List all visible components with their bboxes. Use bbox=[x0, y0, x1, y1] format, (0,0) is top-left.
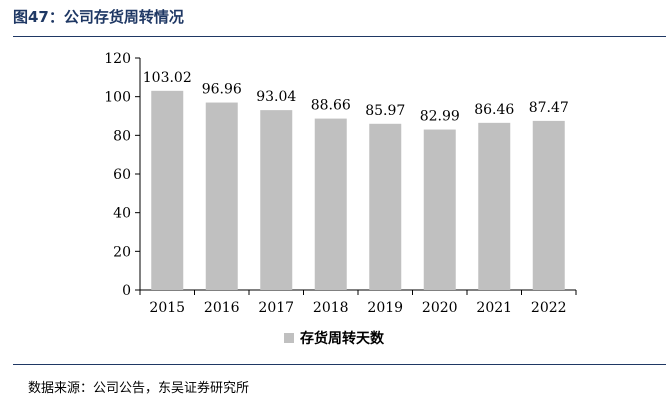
bottom-rule bbox=[13, 364, 666, 365]
bar bbox=[369, 123, 402, 290]
bar bbox=[314, 118, 347, 290]
data-label: 87.47 bbox=[529, 100, 569, 116]
y-tick-label: 80 bbox=[113, 128, 131, 144]
bar bbox=[478, 122, 511, 291]
data-label: 96.96 bbox=[202, 82, 242, 98]
labels-layer: 2015 103.02 2016 96.96 2017 93.04 2018 88.66 201… bbox=[143, 70, 569, 316]
y-tick-label: 100 bbox=[104, 90, 131, 106]
top-rule bbox=[13, 36, 666, 37]
data-label: 86.46 bbox=[474, 102, 514, 118]
bar bbox=[532, 120, 565, 291]
y-tick-label: 40 bbox=[113, 206, 131, 222]
x-tick-label: 2017 bbox=[258, 300, 294, 316]
figure-title: 图47：公司存货周转情况 bbox=[13, 8, 184, 26]
data-label: 88.66 bbox=[311, 98, 351, 114]
bar bbox=[151, 90, 184, 290]
x-tick-label: 2019 bbox=[367, 300, 403, 316]
x-tick-label: 2015 bbox=[149, 300, 185, 316]
x-tick-label: 2016 bbox=[204, 300, 240, 316]
data-label: 82.99 bbox=[420, 109, 460, 125]
y-tick-label: 120 bbox=[104, 51, 131, 67]
bar bbox=[423, 129, 456, 290]
y-tick-label: 0 bbox=[122, 283, 131, 299]
legend-label: 存货周转天数 bbox=[300, 330, 385, 347]
y-tick-label: 60 bbox=[113, 167, 131, 183]
x-tick-label: 2022 bbox=[531, 300, 567, 316]
data-label: 93.04 bbox=[256, 89, 296, 105]
bars-layer bbox=[151, 90, 565, 291]
data-label: 103.02 bbox=[143, 70, 192, 86]
legend-swatch bbox=[284, 333, 294, 343]
x-tick-label: 2018 bbox=[313, 300, 349, 316]
y-tick-label: 20 bbox=[113, 244, 131, 260]
x-tick-label: 2021 bbox=[476, 300, 512, 316]
x-tick-label: 2020 bbox=[422, 300, 458, 316]
legend: 存货周转天数 bbox=[284, 330, 385, 347]
bar bbox=[260, 110, 293, 290]
bar bbox=[205, 102, 238, 290]
data-label: 85.97 bbox=[365, 103, 405, 119]
source-note: 数据来源：公司公告，东吴证券研究所 bbox=[28, 381, 250, 396]
